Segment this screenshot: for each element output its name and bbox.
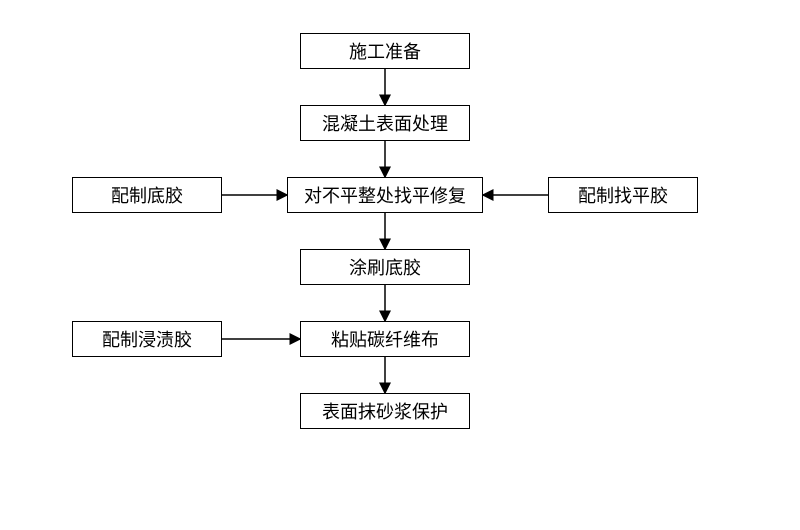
flow-node-n5: 粘贴碳纤维布 bbox=[300, 321, 470, 357]
flow-node-label: 配制浸渍胶 bbox=[102, 326, 192, 352]
flow-node-nl2: 配制浸渍胶 bbox=[72, 321, 222, 357]
flow-node-label: 表面抹砂浆保护 bbox=[322, 398, 448, 424]
flowchart-canvas: 施工准备混凝土表面处理对不平整处找平修复涂刷底胶粘贴碳纤维布表面抹砂浆保护 配制底… bbox=[0, 0, 800, 530]
flow-node-label: 配制底胶 bbox=[111, 182, 183, 208]
flow-node-label: 粘贴碳纤维布 bbox=[331, 326, 439, 352]
flow-node-nl1: 配制底胶 bbox=[72, 177, 222, 213]
flow-node-n3: 对不平整处找平修复 bbox=[287, 177, 483, 213]
flow-node-n1: 施工准备 bbox=[300, 33, 470, 69]
flow-node-label: 配制找平胶 bbox=[578, 182, 668, 208]
flow-node-n6: 表面抹砂浆保护 bbox=[300, 393, 470, 429]
flow-node-n4: 涂刷底胶 bbox=[300, 249, 470, 285]
flow-node-label: 施工准备 bbox=[349, 38, 421, 64]
flow-node-label: 对不平整处找平修复 bbox=[304, 182, 466, 208]
flow-node-nr1: 配制找平胶 bbox=[548, 177, 698, 213]
flow-node-label: 涂刷底胶 bbox=[349, 254, 421, 280]
flow-node-label: 混凝土表面处理 bbox=[322, 110, 448, 136]
flow-node-n2: 混凝土表面处理 bbox=[300, 105, 470, 141]
